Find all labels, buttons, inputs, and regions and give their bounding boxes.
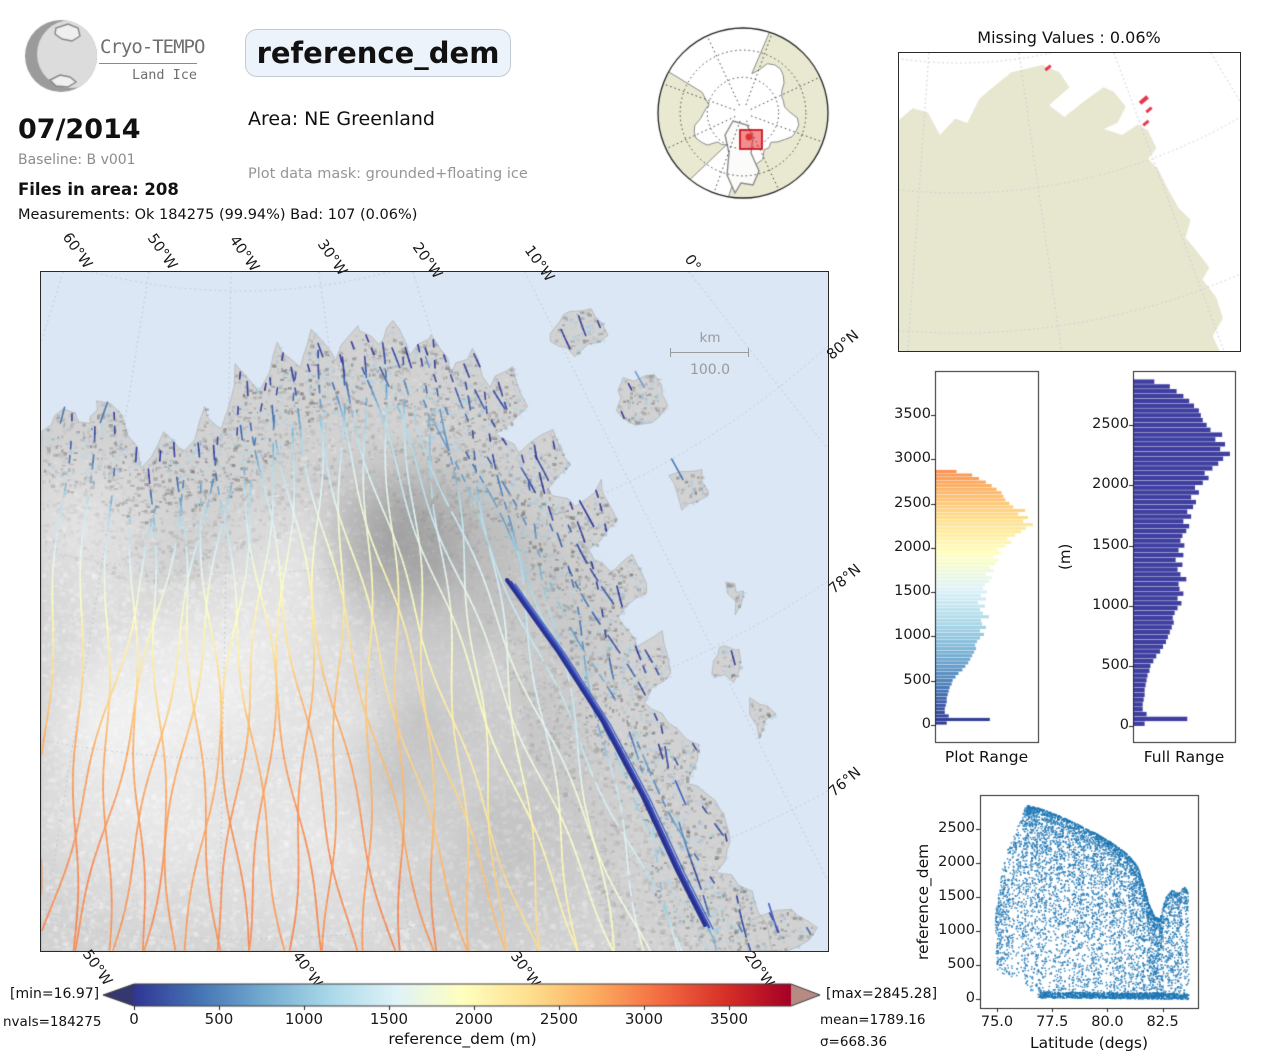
colorbar-canvas: [70, 978, 830, 1012]
missing-values-map-frame: [898, 52, 1241, 352]
location-globe-inset: [655, 25, 831, 201]
histogram-tick-label: 500: [903, 671, 931, 688]
scatter-y-tick-label: 0: [965, 990, 975, 1007]
full-range-histogram-canvas: [1124, 362, 1244, 751]
measurements-summary: Measurements: Ok 184275 (99.94%) Bad: 10…: [18, 207, 418, 223]
histogram-tick-label: 1000: [1092, 596, 1129, 613]
variable-title: reference_dem: [245, 29, 511, 77]
scalebar-value: 100.0: [689, 362, 731, 378]
full-range-y-axis-label: (m): [1056, 543, 1074, 571]
files-in-area: Files in area: 208: [18, 180, 179, 199]
colorbar-tick-label: 2000: [454, 1010, 494, 1028]
histogram-tick-label: 500: [1101, 657, 1129, 674]
scatter-x-axis-label: Latitude (degs): [1029, 1034, 1149, 1052]
plot-range-axis-label: Plot Range: [944, 748, 1029, 766]
cryo-tempo-logo-icon: [16, 14, 102, 98]
graticule-lat-label: 78°N: [826, 561, 865, 598]
colorbar-tick-label: 3000: [624, 1010, 664, 1028]
scatter-y-tick-label: 1500: [938, 888, 975, 904]
graticule-lon-label: 60°W: [58, 230, 95, 272]
scatter-y-tick-label: 1000: [938, 922, 975, 938]
histogram-tick-label: 1500: [1092, 536, 1129, 553]
scalebar-line: [670, 348, 749, 357]
report-month: 07/2014: [18, 114, 141, 145]
area-label: Area: NE Greenland: [248, 108, 435, 130]
graticule-lat-label: 76°N: [826, 764, 865, 801]
histogram-tick-label: 0: [1119, 717, 1129, 734]
graticule-lon-label: 40°W: [225, 233, 262, 275]
stat-sigma: σ=668.36: [820, 1034, 888, 1050]
scatter-x-tick-label: 82.5: [1146, 1014, 1179, 1030]
colorbar-axis-label: reference_dem (m): [388, 1030, 537, 1048]
histogram-tick-label: 2500: [894, 494, 931, 511]
scatter-x-tick-label: 80.0: [1091, 1014, 1124, 1030]
histogram-tick-label: 0: [921, 715, 931, 732]
histogram-tick-label: 3500: [894, 406, 931, 423]
stat-nvals: nvals=184275: [3, 1014, 102, 1030]
scatter-x-tick-label: 77.5: [1036, 1014, 1069, 1030]
main-map-canvas: [41, 272, 828, 951]
stat-mean: mean=1789.16: [820, 1012, 926, 1028]
missing-values-map-canvas: [899, 53, 1240, 351]
logo-divider: [99, 63, 197, 64]
histogram-tick-label: 1500: [894, 583, 931, 600]
dem-vs-latitude-scatter-canvas: [971, 786, 1207, 1017]
colorbar-min-label: [min=16.97]: [10, 986, 100, 1002]
scatter-y-tick-label: 500: [947, 956, 975, 973]
logo-title: Cryo-TEMPO: [100, 36, 205, 58]
full-range-axis-label: Full Range: [1143, 748, 1225, 766]
histogram-tick-label: 2000: [894, 538, 931, 555]
histogram-tick-label: 1000: [894, 627, 931, 644]
colorbar-tick-label: 2500: [539, 1010, 579, 1028]
histogram-tick-label: 3000: [894, 450, 931, 467]
baseline-version: Baseline: B v001: [18, 152, 136, 168]
colorbar-tick-label: 1500: [369, 1010, 409, 1028]
colorbar-tick-label: 0: [129, 1010, 139, 1028]
colorbar-tick-label: 3500: [709, 1010, 749, 1028]
plot-mask-label: Plot data mask: grounded+floating ice: [248, 166, 528, 182]
colorbar-max-label: [max=2845.28]: [826, 986, 938, 1002]
graticule-lon-label: 50°W: [143, 231, 180, 273]
scatter-y-tick-label: 2500: [938, 820, 975, 836]
missing-values-title: Missing Values : 0.06%: [977, 28, 1161, 47]
scalebar-unit: km: [699, 330, 721, 346]
colorbar-tick-label: 1000: [284, 1010, 324, 1028]
main-map-frame: [40, 271, 829, 952]
scatter-x-tick-label: 75.0: [980, 1014, 1014, 1030]
plot-range-histogram-canvas: [926, 362, 1047, 751]
histogram-tick-label: 2500: [1092, 416, 1129, 433]
histogram-tick-label: 2000: [1092, 476, 1129, 493]
graticule-lat-label: 80°N: [824, 327, 863, 364]
colorbar-tick-label: 500: [204, 1010, 234, 1028]
scatter-y-tick-label: 2000: [938, 854, 975, 870]
logo-subtitle: Land Ice: [131, 67, 197, 83]
